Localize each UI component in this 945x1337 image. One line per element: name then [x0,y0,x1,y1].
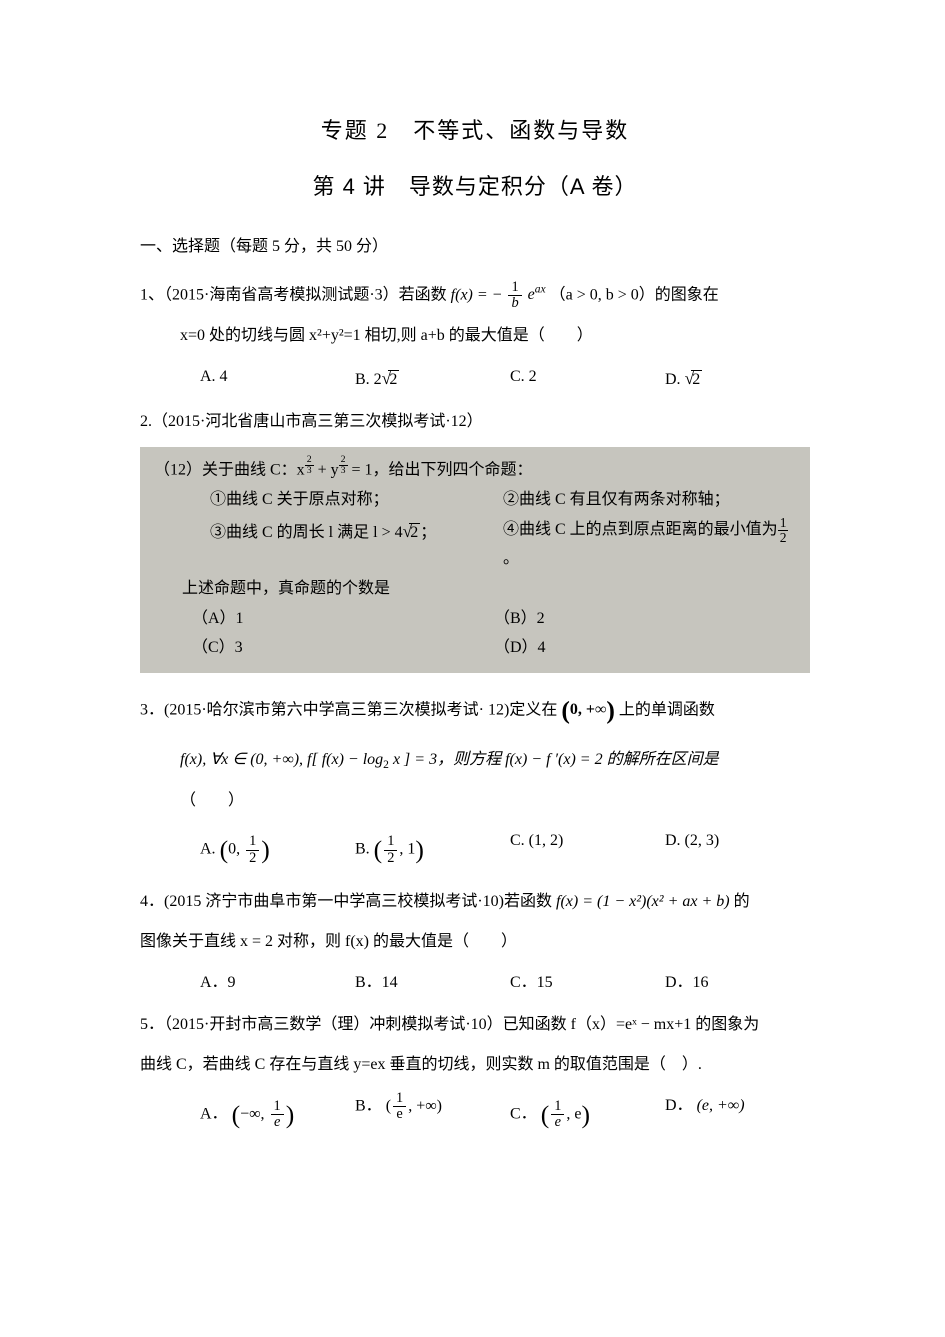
q5-line2: 曲线 C，若曲线 C 存在与直线 y=ex 垂直的切线，则实数 m 的取值范围是… [140,1050,810,1080]
q2-p1: ①曲线 C 关于原点对称； [154,485,503,515]
q2-opt-c: （C）3 [192,633,494,663]
q2-optrow2: （C）3 （D）4 [154,633,796,663]
q2-opt-d: （D）4 [494,633,796,663]
q4-options: A．9 B．14 C．15 D．16 [140,968,810,998]
q3-opt-a: A. (0, 12) [200,826,345,875]
q1-opt-a: A. 4 [200,362,345,395]
q1-fx-left: f(x) = − [451,286,503,303]
section-heading: 一、选择题（每题 5 分，共 50 分） [140,232,810,262]
topic-title: 专题 2 不等式、函数与导数 [140,110,810,152]
q2-opt-a: （A）1 [192,604,494,634]
q1-options: A. 4 B. 2√2 C. 2 D. √2 [140,362,810,395]
document-page: 专题 2 不等式、函数与导数 第 4 讲 导数与定积分（A 卷） 一、选择题（每… [0,0,945,1211]
q4-opt-d: D．16 [665,968,810,998]
q5-opt-b: B． (1e, +∞) [355,1091,500,1140]
q2-scan-head: （12）关于曲线 C：x23 + y23 = 1，给出下列四个命题： [154,455,796,485]
q3-opt-c: C. (1, 2) [510,826,655,875]
q4-opt-c: C．15 [510,968,655,998]
q3-blank: （ ） [140,786,810,816]
q2-ask: 上述命题中，真命题的个数是 [154,574,796,604]
q2-p4: ④曲线 C 上的点到原点距离的最小值为12。 [503,515,796,574]
q3-options: A. (0, 12) B. (12, 1) C. (1, 2) D. (2, 3… [140,826,810,875]
q2-stem: 2.（2015·河北省唐山市高三第三次模拟考试·12） [140,407,810,437]
q1-cond: （a > 0, b > 0）的图象在 [550,286,719,303]
q1-frac: 1 b [508,280,521,311]
q1-opt-b: B. 2√2 [355,362,500,395]
q1-exp: eax [528,286,550,303]
q4-opt-a: A．9 [200,968,345,998]
q4-line2: 图像关于直线 x = 2 对称，则 f(x) 的最大值是（ ） [140,927,810,957]
q2-p3: ③曲线 C 的周长 l 满足 l > 4√2； [154,515,503,574]
q3-opt-b: B. (12, 1) [355,826,500,875]
q5-options: A． (−∞, 1e) B． (1e, +∞) C． (1e, e) D． (e… [140,1091,810,1140]
q2-optrow1: （A）1 （B）2 [154,604,796,634]
q2-opt-b: （B）2 [494,604,796,634]
q3-domain: (0, +∞) [561,701,615,718]
q3-opt-d: D. (2, 3) [665,826,810,875]
q2-row2: ③曲线 C 的周长 l 满足 l > 4√2； ④曲线 C 上的点到原点距离的最… [154,515,796,574]
q4-line1: 4．(2015 济宁市曲阜市第一中学高三校模拟考试·10)若函数 f(x) = … [140,887,810,917]
q1-text-a: 1、（2015·海南省高考模拟测试题·3）若函数 [140,286,451,303]
q1-opt-c: C. 2 [510,362,655,395]
lecture-title: 第 4 讲 导数与定积分（A 卷） [140,166,810,208]
q3-line1: 3．(2015·哈尔滨市第六中学高三第三次模拟考试· 12)定义在 (0, +∞… [140,687,810,736]
q1-stem: 1、（2015·海南省高考模拟测试题·3）若函数 f(x) = − 1 b ea… [140,280,810,311]
q1-opt-d: D. √2 [665,362,810,395]
q3-line2: f(x), ∀x ∈ (0, +∞), f[ f(x) − log2 x ] =… [140,745,810,775]
q5-line1: 5．（2015·开封市高三数学（理）冲刺模拟考试·10）已知函数 f（x）=eˣ… [140,1010,810,1040]
q4-opt-b: B．14 [355,968,500,998]
q5-opt-a: A． (−∞, 1e) [200,1091,345,1140]
q5-opt-d: D． (e, +∞) [665,1091,810,1140]
q2-row1: ①曲线 C 关于原点对称； ②曲线 C 有且仅有两条对称轴； [154,485,796,515]
q2-p2: ②曲线 C 有且仅有两条对称轴； [503,485,796,515]
q5-opt-c: C． (1e, e) [510,1091,655,1140]
q2-scan-box: （12）关于曲线 C：x23 + y23 = 1，给出下列四个命题： ①曲线 C… [140,447,810,672]
q1-line2: x=0 处的切线与圆 x²+y²=1 相切,则 a+b 的最大值是（ ） [140,321,810,351]
